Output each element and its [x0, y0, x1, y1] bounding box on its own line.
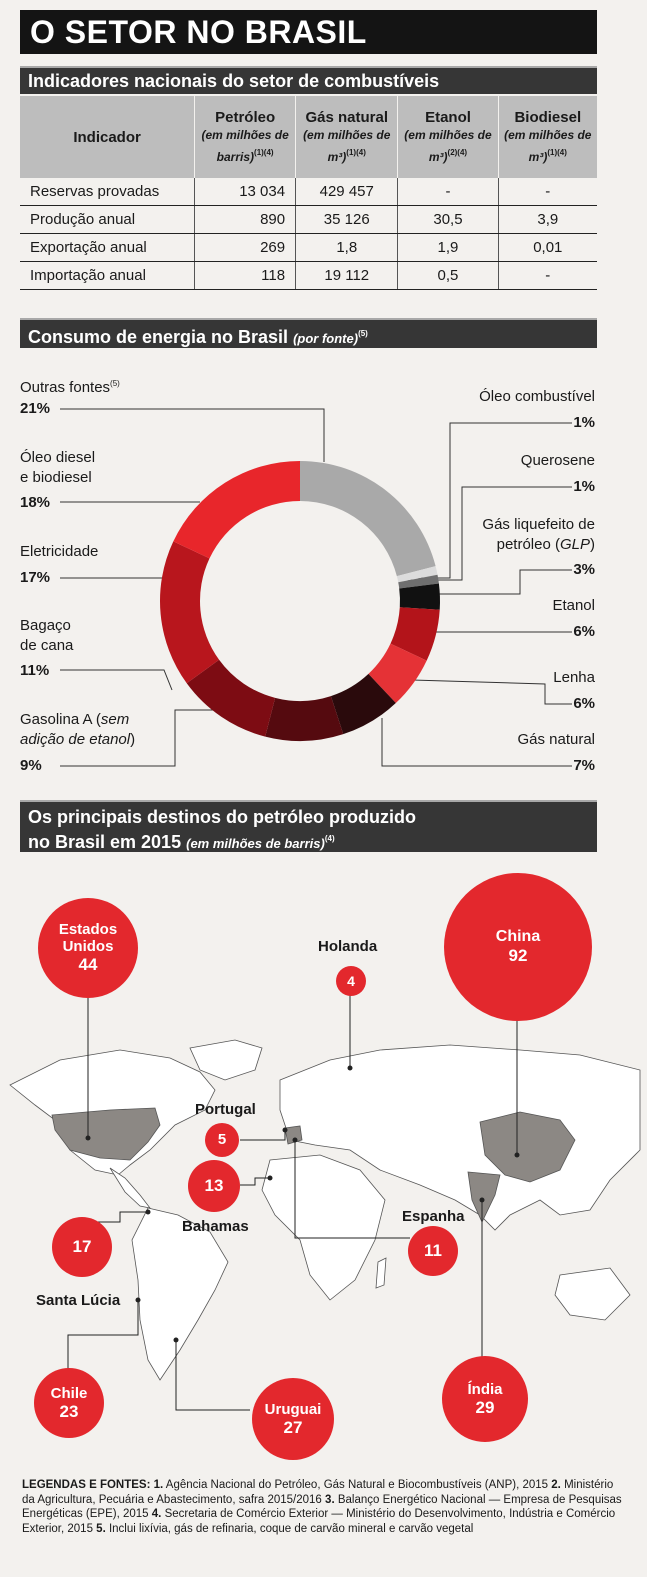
pct-oleo-combustivel: 1%: [573, 414, 595, 431]
bubble-uruguai: Uruguai 27: [252, 1378, 334, 1460]
bubble-portugal: 5: [205, 1123, 239, 1157]
donut-slice-3: [399, 583, 441, 610]
col-header: Biodiesel (em milhões de m³)(1)(4): [497, 96, 597, 178]
consumption-heading: Consumo de energia no Brasil (por fonte)…: [20, 318, 597, 348]
donut-slice-7: [265, 696, 344, 741]
india-shape: [467, 1171, 501, 1223]
bubble-china: China 92: [444, 873, 592, 1021]
pct-glp: 3%: [573, 561, 595, 578]
label-etanol: Etanol: [552, 597, 595, 614]
sources-footer: LEGENDAS E FONTES: 1. Agência Nacional d…: [22, 1479, 622, 1535]
bubble-bahamas: 13: [188, 1160, 240, 1212]
bubble-estados-unidos: Estados Unidos 44: [38, 898, 138, 998]
energy-donut-chart: [60, 408, 572, 767]
table-row: Reservas provadas 13 034 429 457 - -: [20, 178, 597, 206]
label-holanda: Holanda: [318, 938, 378, 955]
col-header: Gás natural (em milhões de m³)(1)(4): [295, 96, 398, 178]
donut-slice-4: [390, 607, 440, 661]
usa-shape: [51, 1107, 161, 1161]
destinations-heading: Os principais destinos do petróleo produ…: [20, 800, 597, 852]
pct-bagaco: 11%: [20, 662, 50, 679]
bubble-india: Índia 29: [442, 1356, 528, 1442]
table-row: Importação anual 118 19 112 0,5 -: [20, 261, 597, 290]
pct-etanol: 6%: [573, 623, 595, 640]
pct-eletricidade: 17%: [20, 569, 51, 586]
continents: [9, 1039, 641, 1381]
donut-slice-6: [330, 673, 396, 735]
pct-outras-fontes: 21%: [20, 400, 51, 417]
label-glp: Gás liquefeito de petróleo (GLP): [482, 516, 595, 553]
bubble-holanda: 4: [336, 966, 366, 996]
donut-slice-10: [173, 461, 300, 559]
label-lenha: Lenha: [553, 669, 595, 686]
pct-gasolina: 9%: [20, 757, 42, 774]
indicators-table: Indicador Petróleo (em milhões de barris)…: [20, 96, 597, 290]
label-outras-fontes: Outras fontes(5): [20, 379, 120, 396]
label-bahamas: Bahamas: [182, 1218, 249, 1235]
bubble-santa-lucia: 17: [52, 1217, 112, 1277]
donut-slice-2: [398, 574, 439, 589]
donut-slice-0: [300, 461, 436, 577]
col-header: Petróleo (em milhões de barris)(1)(4): [194, 96, 296, 178]
pct-oleo-diesel: 18%: [20, 494, 51, 511]
label-oleo-combustivel: Óleo combustível: [479, 388, 595, 405]
label-gas-natural: Gás natural: [517, 731, 595, 748]
label-gasolina: Gasolina A (sem adição de etanol): [20, 711, 136, 748]
label-bagaco: Bagaço de cana: [20, 617, 74, 654]
donut-slice-8: [186, 659, 276, 737]
spain-portugal-shape: [284, 1125, 303, 1145]
world-map: [9, 990, 641, 1411]
china-shape: [479, 1111, 576, 1183]
label-portugal: Portugal: [195, 1101, 256, 1118]
label-eletricidade: Eletricidade: [20, 543, 99, 560]
bubble-chile: Chile 23: [34, 1368, 104, 1438]
pct-gas-natural: 7%: [573, 757, 595, 774]
col-header: Indicador: [20, 96, 195, 178]
donut-slice-9: [159, 541, 220, 684]
table-row: Exportação anual 269 1,8 1,9 0,01: [20, 233, 597, 262]
col-header: Etanol (em milhões de m³)(2)(4): [397, 96, 499, 178]
indicators-heading: Indicadores nacionais do setor de combus…: [20, 66, 597, 94]
label-querosene: Querosene: [520, 452, 595, 469]
donut-slice-1: [396, 566, 438, 583]
label-santa-lucia: Santa Lúcia: [36, 1292, 121, 1309]
pct-querosene: 1%: [573, 478, 595, 495]
pct-lenha: 6%: [573, 695, 595, 712]
table-row: Produção anual 890 35 126 30,5 3,9: [20, 205, 597, 234]
page-title: O SETOR NO BRASIL: [20, 10, 597, 54]
bubble-espanha: 11: [408, 1226, 458, 1276]
label-oleo-diesel: Óleo diesel e biodiesel: [20, 449, 96, 486]
donut-slice-5: [368, 643, 427, 704]
label-espanha: Espanha: [402, 1208, 465, 1225]
